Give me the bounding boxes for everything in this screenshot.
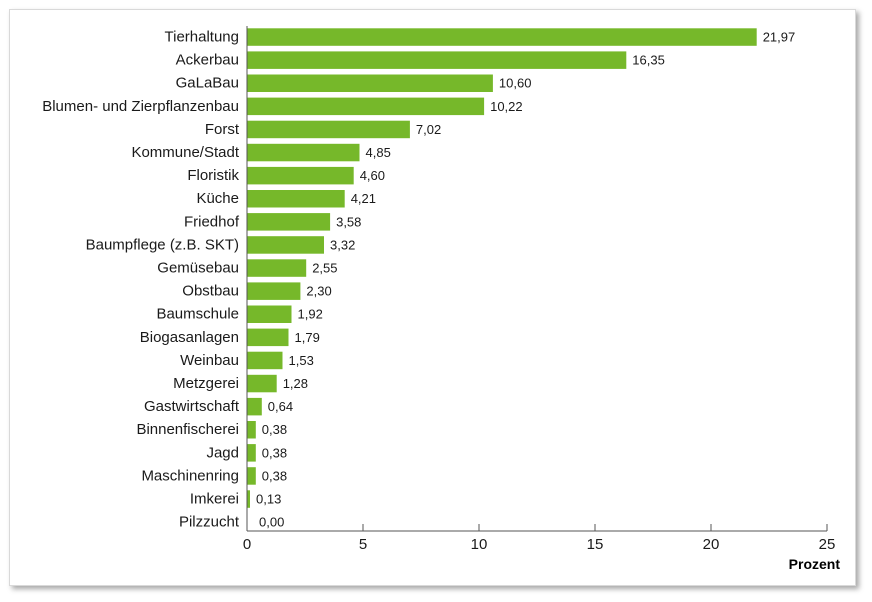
- category-label-9: Baumpflege (z.B. SKT): [86, 236, 239, 253]
- category-label-15: Metzgerei: [173, 375, 239, 392]
- bar-5: [247, 143, 360, 162]
- bar-16: [247, 397, 262, 416]
- value-label-5: 4,85: [366, 145, 391, 160]
- category-label-2: GaLaBau: [176, 75, 239, 92]
- value-label-11: 2,30: [306, 284, 331, 299]
- bar-2: [247, 74, 493, 92]
- category-label-8: Friedhof: [184, 213, 240, 230]
- category-label-1: Ackerbau: [176, 52, 239, 69]
- value-label-19: 0,38: [262, 468, 287, 483]
- bar-18: [247, 444, 256, 462]
- bar-17: [247, 421, 256, 439]
- category-label-14: Weinbau: [180, 352, 239, 369]
- bar-20: [247, 490, 250, 508]
- x-tick-label-0: 0: [243, 536, 251, 553]
- bar-14: [247, 351, 283, 370]
- value-label-3: 10,22: [490, 99, 523, 114]
- bar-8: [247, 213, 331, 231]
- category-label-5: Kommune/Stadt: [131, 144, 239, 161]
- x-tick-label-5: 25: [819, 536, 836, 553]
- category-label-13: Biogasanlagen: [140, 329, 239, 346]
- x-axis-title: Prozent: [789, 556, 841, 572]
- bar-9: [247, 236, 324, 254]
- category-label-12: Baumschule: [156, 306, 239, 323]
- value-label-7: 4,21: [351, 191, 376, 206]
- x-tick-label-4: 20: [703, 536, 720, 553]
- bar-13: [247, 328, 289, 347]
- bar-0: [247, 28, 757, 46]
- bar-7: [247, 190, 345, 208]
- value-label-2: 10,60: [499, 76, 532, 91]
- value-label-16: 0,64: [268, 399, 293, 414]
- bar-10: [247, 259, 307, 277]
- category-label-3: Blumen- und Zierpflanzenbau: [42, 98, 239, 115]
- bar-15: [247, 374, 277, 393]
- value-label-17: 0,38: [262, 422, 287, 437]
- value-label-18: 0,38: [262, 445, 287, 460]
- category-label-4: Forst: [205, 121, 240, 138]
- bar-11: [247, 282, 301, 300]
- value-label-13: 1,79: [295, 330, 320, 345]
- category-label-0: Tierhaltung: [165, 29, 240, 46]
- value-label-10: 2,55: [312, 261, 337, 276]
- bar-1: [247, 51, 627, 69]
- value-label-8: 3,58: [336, 214, 361, 229]
- x-tick-label-1: 5: [359, 536, 367, 553]
- category-label-7: Küche: [196, 190, 239, 207]
- bar-6: [247, 166, 354, 185]
- chart-frame: Tierhaltung 21,97 Ackerbau 16,35 GaLaBau 10,6…: [9, 9, 856, 586]
- value-label-6: 4,60: [360, 168, 385, 183]
- value-label-12: 1,92: [298, 307, 323, 322]
- category-label-17: Binnenfischerei: [136, 421, 239, 438]
- x-tick-label-2: 10: [471, 536, 488, 553]
- x-tick-label-3: 15: [587, 536, 604, 553]
- category-label-19: Maschinenring: [141, 467, 239, 484]
- value-label-14: 1,53: [289, 353, 314, 368]
- category-label-16: Gastwirtschaft: [144, 398, 240, 415]
- value-label-21: 0,00: [259, 515, 284, 530]
- value-label-1: 16,35: [632, 53, 665, 68]
- value-label-15: 1,28: [283, 376, 308, 391]
- bar-4: [247, 120, 410, 139]
- bar-chart: Tierhaltung 21,97 Ackerbau 16,35 GaLaBau 10,6…: [42, 26, 841, 572]
- bar-19: [247, 467, 256, 485]
- value-label-4: 7,02: [416, 122, 441, 137]
- category-label-6: Floristik: [187, 167, 239, 184]
- value-label-0: 21,97: [763, 30, 796, 45]
- value-label-20: 0,13: [256, 492, 281, 507]
- bar-3: [247, 97, 485, 116]
- value-label-9: 3,32: [330, 237, 355, 252]
- category-label-21: Pilzzucht: [179, 514, 240, 531]
- category-label-18: Jagd: [206, 444, 239, 461]
- category-label-11: Obstbau: [182, 283, 239, 300]
- category-label-10: Gemüsebau: [157, 260, 239, 277]
- category-label-20: Imkerei: [190, 491, 239, 508]
- bar-12: [247, 305, 292, 323]
